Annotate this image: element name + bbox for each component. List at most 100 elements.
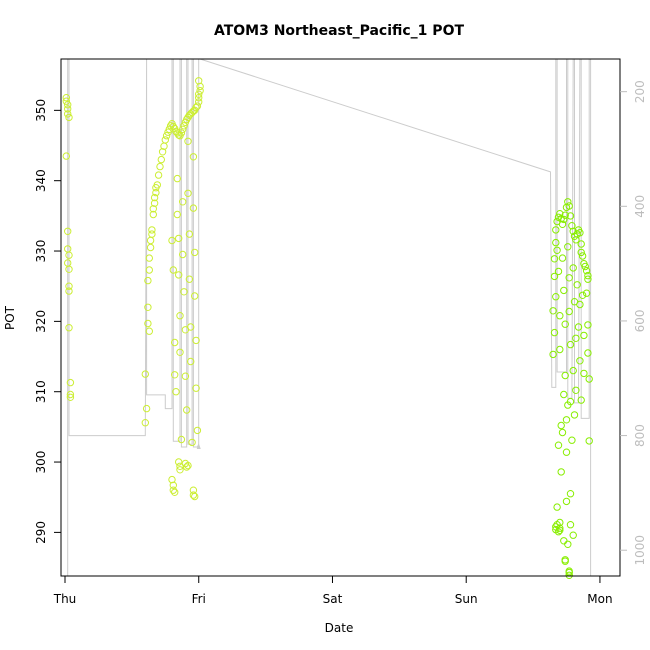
data-point (584, 321, 592, 329)
data-point (561, 371, 569, 380)
data-point (66, 393, 75, 401)
data-point (566, 340, 575, 349)
data-point (158, 148, 167, 156)
data-point (171, 371, 179, 379)
data-point (569, 531, 577, 539)
data-point (569, 264, 577, 272)
data-point (169, 481, 178, 489)
data-point (189, 204, 198, 212)
data-point (564, 243, 572, 251)
x-tick-label: Sun (455, 592, 478, 606)
data-point (189, 153, 198, 161)
data-point (181, 372, 190, 380)
data-point (556, 312, 564, 320)
data-point (191, 492, 199, 501)
data-point (146, 236, 155, 245)
data-point (560, 286, 568, 295)
data-point (195, 90, 203, 98)
y-tick-label: 320 (34, 310, 48, 333)
data-point (565, 202, 573, 210)
data-point (566, 212, 575, 220)
x-axis: Thu Fri Sat Sun Mon (53, 576, 613, 606)
data-point (556, 526, 564, 534)
data-point (184, 137, 192, 146)
data-point (582, 289, 591, 297)
data-point (554, 441, 563, 449)
data-point (584, 275, 592, 283)
y-tick-label: 350 (34, 99, 48, 122)
data-point (580, 331, 588, 340)
data-point (141, 370, 150, 378)
data-point (550, 328, 559, 337)
data-point (566, 397, 575, 406)
data-point (150, 199, 159, 207)
data-point (145, 254, 154, 262)
data-point (148, 226, 156, 234)
data-point (556, 518, 564, 527)
data-point (572, 386, 580, 394)
data-point (156, 162, 164, 171)
data-point (565, 274, 573, 282)
data-point (572, 334, 580, 342)
chart-title: ATOM3 Northeast_Pacific_1 POT (214, 23, 464, 39)
data-point (195, 98, 203, 106)
data-point (191, 292, 199, 300)
data-point (581, 262, 589, 271)
data-point (184, 461, 192, 470)
data-point (560, 390, 568, 399)
right-tick-label: 800 (633, 424, 647, 447)
data-point (176, 312, 184, 320)
data-points (62, 77, 593, 579)
data-point (144, 319, 152, 328)
data-point (556, 524, 564, 532)
data-point (568, 222, 576, 230)
data-point (192, 384, 200, 392)
data-point (189, 491, 198, 499)
data-point (558, 254, 567, 262)
data-point (179, 250, 187, 259)
data-point (180, 122, 188, 130)
data-point (148, 230, 156, 238)
data-point (171, 488, 179, 496)
data-point (188, 438, 196, 447)
data-point (196, 87, 204, 95)
data-point (553, 503, 561, 511)
data-point (191, 248, 199, 257)
data-point (185, 230, 194, 238)
data-point (62, 152, 71, 160)
data-point (570, 411, 579, 419)
data-point (176, 348, 184, 356)
data-point (146, 243, 155, 252)
data-point (177, 435, 186, 444)
data-point (183, 406, 191, 414)
data-point (144, 303, 152, 311)
data-point (195, 94, 203, 102)
data-point (552, 293, 560, 301)
data-point (171, 338, 179, 347)
right-tick-label: 600 (633, 309, 647, 332)
data-point (554, 528, 563, 536)
data-point (565, 571, 573, 579)
y-tick-label: 310 (34, 380, 48, 403)
data-point (576, 357, 584, 365)
data-point (552, 238, 560, 247)
data-point (556, 345, 564, 354)
data-point (141, 419, 150, 427)
data-point (62, 97, 71, 105)
data-point (560, 215, 568, 224)
data-point (577, 248, 585, 257)
data-point (584, 349, 592, 357)
data-point (169, 266, 178, 274)
data-point (149, 210, 158, 219)
data-point (550, 272, 559, 281)
data-point (564, 540, 572, 548)
y-tick-label: 340 (34, 169, 48, 192)
data-point (566, 521, 575, 529)
data-point (175, 458, 183, 466)
data-point (175, 234, 183, 243)
data-point (64, 110, 72, 118)
data-point (582, 267, 591, 275)
trace-arrow-mark (196, 443, 201, 450)
data-point (65, 251, 73, 259)
data-point (157, 155, 166, 164)
